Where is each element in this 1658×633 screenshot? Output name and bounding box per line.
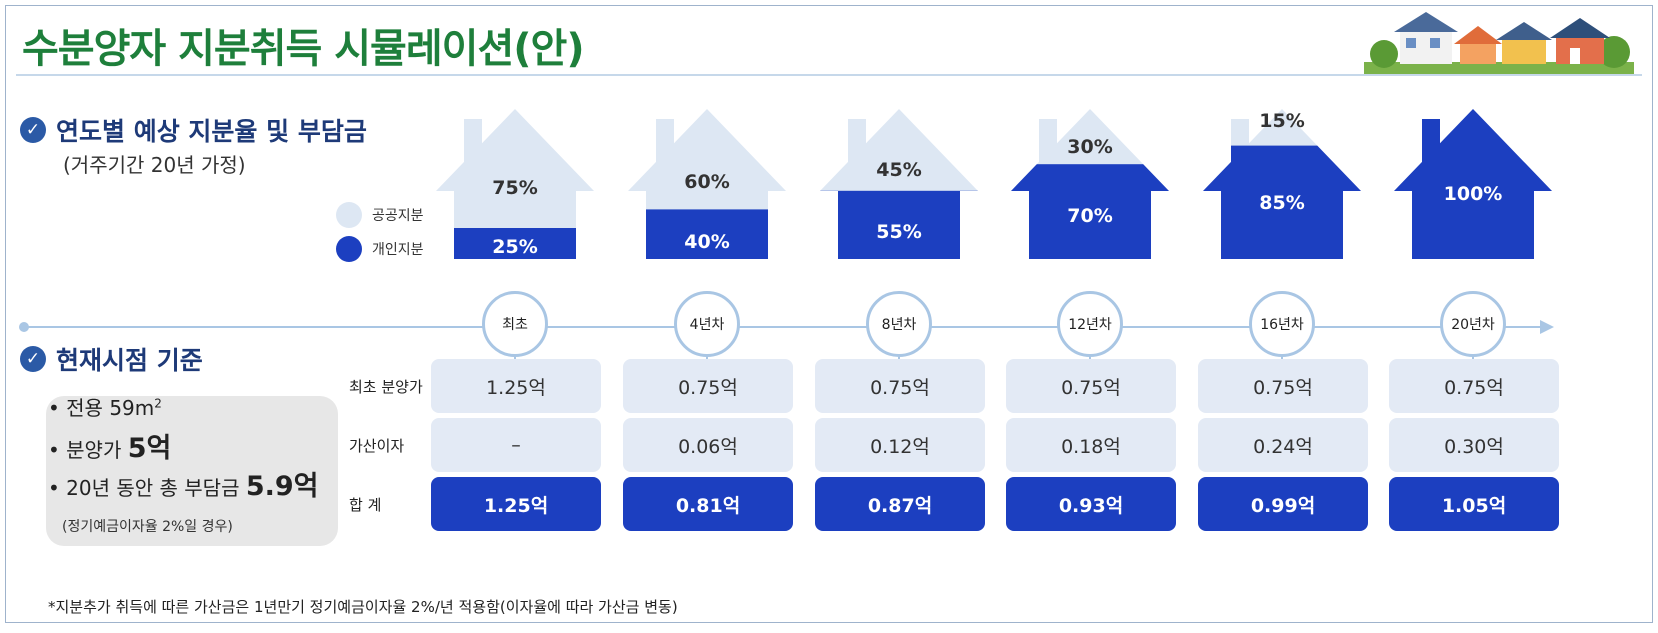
share-house-year20: 100% (1394, 109, 1552, 269)
interest-cell: 0.06억 (623, 418, 793, 472)
title-divider (16, 74, 1642, 76)
house-icon (628, 109, 786, 259)
total-cell: 0.87억 (815, 477, 985, 531)
row-label-initial: 최초 분양가 (349, 378, 423, 396)
legend-private-label: 개인지분 (372, 242, 424, 258)
timeline-axis (24, 326, 1542, 328)
share-house-year16: 15% 85% (1203, 109, 1361, 269)
legend-public: 공공지분 (336, 202, 424, 228)
initial-price-cell: 1.25억 (431, 359, 601, 413)
check-icon: ✓ (20, 117, 46, 143)
interest-cell: 0.24억 (1198, 418, 1368, 472)
houses-illustration-icon (1364, 12, 1634, 74)
public-share-value: 15% (1259, 110, 1305, 132)
house-icon (1203, 109, 1361, 259)
private-share-value: 85% (1259, 192, 1305, 214)
public-dot-icon (336, 202, 362, 228)
share-house-initial: 75% 25% (436, 109, 594, 269)
share-house-year8: 45% 55% (820, 109, 978, 269)
info-note: (정기예금이자율 2%일 경우) (62, 519, 233, 535)
total-cell: 0.99억 (1198, 477, 1368, 531)
initial-price-cell: 0.75억 (1006, 359, 1176, 413)
page-title: 수분양자 지분취득 시뮬레이션(안) (22, 26, 585, 72)
footnote: *지분추가 취득에 따른 가산금은 1년만기 정기예금이자율 2%/년 적용함(… (48, 598, 678, 616)
info-price: • 분양가 5억 (48, 433, 172, 464)
timeline-step: 20년차 (1440, 291, 1506, 357)
total-cell: 0.81억 (623, 477, 793, 531)
section-yearly-header: ✓ 연도별 예상 지분율 및 부담금 (20, 112, 367, 148)
legend-private: 개인지분 (336, 236, 424, 262)
timeline-step: 최초 (482, 291, 548, 357)
share-house-year4: 60% 40% (628, 109, 786, 269)
row-label-interest: 가산이자 (349, 437, 405, 455)
info-total-label: 20년 동안 총 부담금 (66, 476, 246, 500)
timeline-step: 8년차 (866, 291, 932, 357)
info-price-value: 5억 (127, 433, 172, 464)
initial-price-cell: 0.75억 (623, 359, 793, 413)
initial-price-cell: 0.75억 (1389, 359, 1559, 413)
public-share-value: 60% (684, 171, 730, 193)
total-cell: 0.93억 (1006, 477, 1176, 531)
timeline-arrow-icon (1540, 320, 1554, 334)
info-area: • 전용 59m2 (48, 396, 162, 420)
interest-cell: – (431, 418, 601, 472)
initial-price-cell: 0.75억 (1198, 359, 1368, 413)
section-yearly-title: 연도별 예상 지분율 및 부담금 (56, 117, 367, 146)
public-share-value: 30% (1067, 136, 1113, 158)
private-share-value: 40% (684, 231, 730, 253)
private-share-value: 70% (1067, 205, 1113, 227)
section-current-title: 현재시점 기준 (56, 346, 203, 375)
total-cell: 1.05억 (1389, 477, 1559, 531)
interest-cell: 0.12억 (815, 418, 985, 472)
private-share-value: 100% (1443, 183, 1503, 205)
house-icon (820, 109, 978, 259)
private-share-value: 55% (876, 221, 922, 243)
timeline-step: 16년차 (1249, 291, 1315, 357)
infographic-frame: 수분양자 지분취득 시뮬레이션(안) ✓ 연도별 예상 지분율 및 부담금 (거… (5, 5, 1653, 623)
info-total: • 20년 동안 총 부담금 5.9억 (48, 471, 319, 502)
total-cell: 1.25억 (431, 477, 601, 531)
summary-box (46, 396, 338, 546)
check-icon: ✓ (20, 346, 46, 372)
public-share-value: 75% (492, 177, 538, 199)
house-icon (1394, 109, 1552, 259)
info-total-value: 5.9억 (245, 471, 319, 502)
house-icon (436, 109, 594, 259)
timeline-step: 12년차 (1057, 291, 1123, 357)
interest-cell: 0.18억 (1006, 418, 1176, 472)
info-price-label: 분양가 (66, 438, 128, 462)
legend-public-label: 공공지분 (372, 208, 424, 224)
public-share-value: 45% (876, 159, 922, 181)
section-yearly-subtitle: (거주기간 20년 가정) (63, 153, 246, 177)
private-dot-icon (336, 236, 362, 262)
info-area-label: 전용 59m (66, 396, 155, 420)
timeline-step: 4년차 (674, 291, 740, 357)
section-current-header: ✓ 현재시점 기준 (20, 341, 203, 377)
private-share-value: 25% (492, 236, 538, 258)
row-label-total: 합 계 (349, 496, 382, 514)
info-area-sup: 2 (154, 396, 162, 411)
initial-price-cell: 0.75억 (815, 359, 985, 413)
interest-cell: 0.30억 (1389, 418, 1559, 472)
house-icon (1011, 109, 1169, 259)
share-house-year12: 30% 70% (1011, 109, 1169, 269)
